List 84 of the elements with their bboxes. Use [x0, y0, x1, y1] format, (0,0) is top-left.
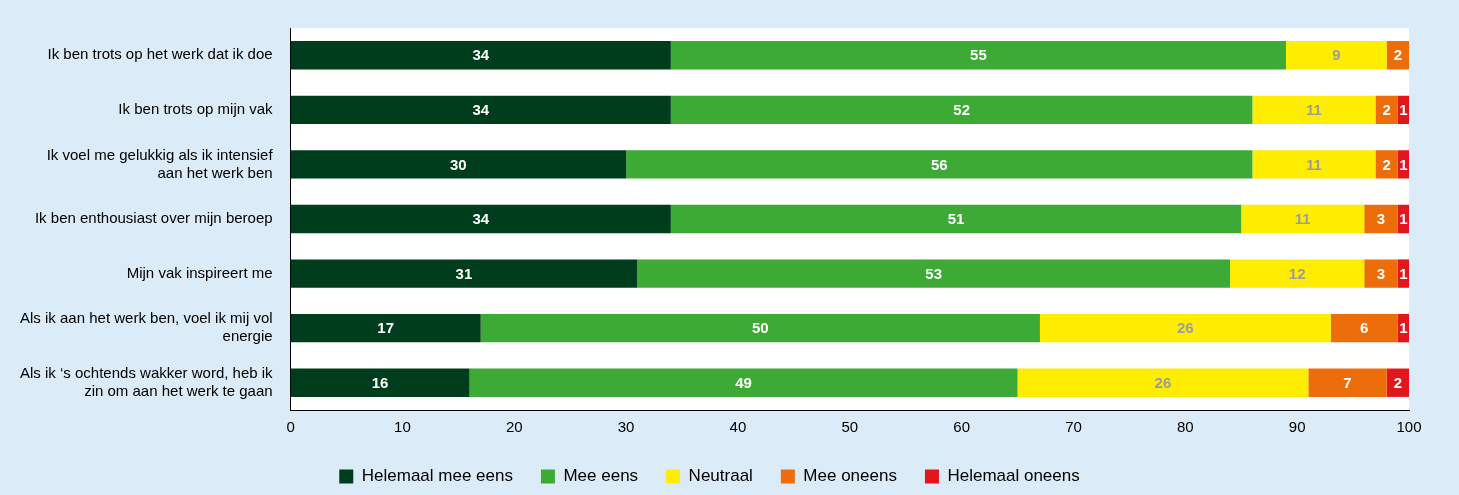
legend-label: Mee oneens — [803, 466, 897, 486]
bar — [1017, 368, 1309, 397]
data-label: 56 — [930, 155, 948, 173]
legend-label: Mee eens — [563, 466, 639, 486]
data-label: 2 — [1393, 46, 1402, 64]
x-tick-label: 50 — [841, 418, 859, 436]
bar — [1285, 41, 1387, 70]
data-label: 52 — [953, 101, 970, 118]
y-tick-label: Ik voel me gelukkig als ik intensief aan het werk ben — [46, 145, 274, 181]
bar — [1230, 259, 1365, 288]
data-label: 11 — [1306, 101, 1322, 118]
y-tick-label: Ik ben enthousiast over mijn beroep — [34, 209, 273, 227]
x-tick-label: 90 — [1288, 418, 1306, 436]
bar — [290, 204, 671, 234]
bar — [1241, 204, 1365, 234]
bar — [1375, 150, 1398, 179]
bar — [290, 95, 671, 125]
x-tick-label: 40 — [729, 418, 747, 436]
data-label: 53 — [925, 264, 943, 282]
bar — [480, 313, 1040, 343]
data-label: 9 — [1332, 46, 1341, 64]
data-label: 3 — [1376, 264, 1386, 282]
legend-label: Neutraal — [688, 466, 753, 486]
data-label: 30 — [450, 155, 467, 173]
bar — [290, 259, 638, 288]
y-tick-label: Als ik ‘s ochtends wakker word, heb ik zin om aan het werk te gaan — [20, 363, 274, 399]
data-label: 1 — [1399, 319, 1408, 337]
x-tick-label: 100 — [1396, 418, 1422, 436]
legend-label: Helemaal mee eens — [361, 466, 513, 486]
bar — [1039, 313, 1331, 343]
data-label: 12 — [1288, 264, 1306, 282]
bar — [290, 313, 481, 343]
bar — [469, 368, 1018, 397]
data-label: 34 — [472, 210, 490, 228]
bar — [290, 368, 470, 397]
y-tick-label: Mijn vak inspireert me — [126, 263, 273, 281]
data-label: 1 — [1399, 264, 1408, 282]
y-tick-label: Ik ben trots op mijn vak — [118, 100, 274, 117]
data-label: 2 — [1382, 101, 1391, 118]
data-label: 51 — [947, 210, 965, 228]
bar — [1364, 204, 1398, 234]
x-tick-label: 30 — [617, 418, 635, 436]
bar — [1252, 150, 1376, 179]
bar — [1252, 95, 1376, 125]
x-tick-label: 10 — [394, 418, 411, 436]
data-label: 26 — [1176, 319, 1194, 337]
data-label: 31 — [455, 264, 473, 282]
bar — [626, 150, 1253, 179]
x-tick-label: 0 — [286, 418, 295, 436]
y-tick-label: Als ik aan het werk ben, voel ik mij vol energie — [20, 309, 273, 345]
data-label: 1 — [1399, 155, 1408, 173]
x-tick-label: 80 — [1176, 418, 1194, 436]
data-label: 1 — [1399, 210, 1408, 228]
data-label: 34 — [472, 101, 490, 118]
bar — [670, 204, 1242, 234]
y-tick-label: Ik ben trots op het werk dat ik doe — [47, 45, 273, 63]
bar — [1330, 313, 1398, 343]
data-label: 50 — [751, 319, 769, 337]
data-label: 3 — [1376, 210, 1386, 228]
data-label: 11 — [1306, 155, 1322, 173]
data-label: 49 — [735, 373, 752, 391]
data-label: 34 — [472, 46, 490, 64]
data-label: 2 — [1393, 373, 1402, 391]
data-label: 1 — [1399, 101, 1408, 118]
x-tick-label: 60 — [953, 418, 970, 436]
bar — [1364, 259, 1398, 288]
data-label: 7 — [1343, 373, 1352, 391]
bar — [290, 41, 671, 70]
bar — [1308, 368, 1387, 397]
x-tick-label: 70 — [1065, 418, 1082, 436]
bar — [1375, 95, 1398, 125]
bar — [290, 150, 627, 179]
data-label: 55 — [970, 46, 987, 64]
data-label: 6 — [1360, 319, 1369, 337]
bar — [670, 95, 1253, 125]
data-label: 16 — [371, 373, 389, 391]
data-label: 2 — [1382, 155, 1391, 173]
bar — [637, 259, 1231, 288]
legend-label: Helemaal oneens — [947, 466, 1080, 486]
data-label: 26 — [1154, 373, 1172, 391]
bar — [670, 41, 1286, 70]
data-label: 11 — [1294, 210, 1311, 228]
x-tick-label: 20 — [505, 418, 523, 436]
data-label: 17 — [377, 319, 395, 337]
